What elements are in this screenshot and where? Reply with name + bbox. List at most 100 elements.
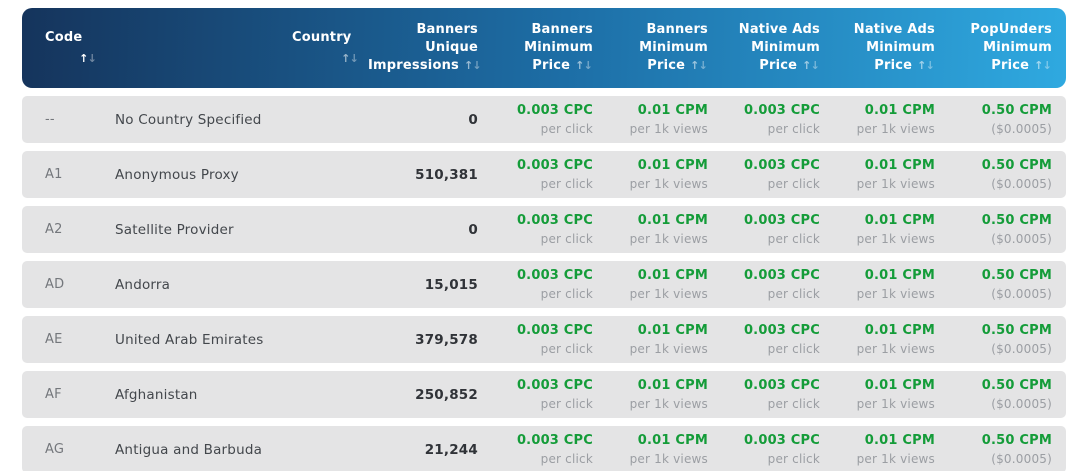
price-value: 0.01 CPM [637, 432, 708, 448]
column-header-label: Banners Minimum Price [524, 22, 593, 73]
native-cpc-cell: 0.003 CPC per click [722, 157, 834, 193]
banners-cpc-cell: 0.003 CPC per click [492, 377, 607, 413]
sort-icon: ↑↓ [1034, 59, 1052, 72]
price-value: 0.01 CPM [637, 212, 708, 228]
price-unit: per click [540, 286, 593, 301]
column-header-banners-min-price-cpc[interactable]: Banners Minimum Price ↑↓ [492, 21, 607, 75]
price-value: 0.50 CPM [981, 212, 1052, 228]
price-unit: per 1k views [856, 341, 935, 356]
table-row: AF Afghanistan 250,852 0.003 CPC per cli… [22, 371, 1066, 418]
table-header-row: Code ↑↓ Country ↑↓ Banners Unique Impres… [22, 8, 1066, 88]
price-value: 0.01 CPM [637, 267, 708, 283]
price-unit: per 1k views [856, 396, 935, 411]
column-header-native-min-price-cpm[interactable]: Native Ads Minimum Price ↑↓ [834, 21, 949, 75]
column-header-country[interactable]: Country ↑↓ [115, 29, 368, 68]
price-value: 0.003 CPC [743, 157, 820, 173]
price-unit: per click [767, 121, 820, 136]
price-value: 0.01 CPM [864, 157, 935, 173]
price-unit: per click [767, 341, 820, 356]
price-value: 0.50 CPM [981, 377, 1052, 393]
impressions-value: 250,852 [415, 386, 478, 403]
price-unit: per 1k views [856, 286, 935, 301]
country-code: A1 [45, 167, 63, 182]
native-cpc-cell: 0.003 CPC per click [722, 212, 834, 248]
price-value: 0.01 CPM [864, 267, 935, 283]
price-unit: per 1k views [629, 231, 708, 246]
price-value: 0.01 CPM [864, 102, 935, 118]
column-header-native-min-price-cpc[interactable]: Native Ads Minimum Price ↑↓ [722, 21, 834, 75]
native-cpc-cell: 0.003 CPC per click [722, 377, 834, 413]
column-header-code[interactable]: Code ↑↓ [22, 29, 115, 68]
country-name: United Arab Emirates [115, 331, 264, 348]
price-unit: per click [540, 451, 593, 466]
price-value: 0.01 CPM [864, 432, 935, 448]
country-name: Satellite Provider [115, 221, 234, 238]
sort-icon: ↑↓ [917, 59, 935, 72]
price-value: 0.50 CPM [981, 157, 1052, 173]
price-unit: per click [767, 451, 820, 466]
price-unit: per 1k views [629, 451, 708, 466]
price-unit: per click [540, 121, 593, 136]
sort-icon: ↑↓ [463, 59, 482, 72]
price-unit: per 1k views [856, 176, 935, 191]
column-header-banners-unique-impressions[interactable]: Banners Unique Impressions ↑↓ [368, 21, 492, 75]
price-value: 0.003 CPC [516, 212, 593, 228]
sort-icon: ↑↓ [690, 59, 708, 72]
price-value: 0.50 CPM [981, 322, 1052, 338]
price-unit: ($0.0005) [991, 176, 1052, 191]
price-unit: per 1k views [629, 396, 708, 411]
country-code: A2 [45, 222, 63, 237]
column-header-label: Country [292, 29, 352, 45]
country-name: Anonymous Proxy [115, 166, 239, 183]
price-unit: per click [767, 231, 820, 246]
price-unit: per click [540, 231, 593, 246]
popunders-cell: 0.50 CPM ($0.0005) [949, 377, 1066, 413]
country-pricing-table: Code ↑↓ Country ↑↓ Banners Unique Impres… [22, 8, 1066, 471]
sort-icon: ↑↓ [575, 59, 593, 72]
column-header-label: Banners Minimum Price [639, 22, 708, 73]
popunders-cell: 0.50 CPM ($0.0005) [949, 322, 1066, 358]
country-code: AG [45, 442, 65, 457]
price-value: 0.01 CPM [637, 377, 708, 393]
price-unit: ($0.0005) [991, 121, 1052, 136]
banners-cpc-cell: 0.003 CPC per click [492, 157, 607, 193]
price-unit: ($0.0005) [991, 231, 1052, 246]
table-body: -- No Country Specified 0 0.003 CPC per … [22, 96, 1066, 471]
impressions-value: 0 [468, 111, 478, 128]
price-unit: per 1k views [629, 121, 708, 136]
table-row: A1 Anonymous Proxy 510,381 0.003 CPC per… [22, 151, 1066, 198]
sort-icon: ↑↓ [802, 59, 820, 72]
impressions-value: 379,578 [415, 331, 478, 348]
price-value: 0.50 CPM [981, 102, 1052, 118]
price-value: 0.003 CPC [516, 377, 593, 393]
price-value: 0.003 CPC [516, 322, 593, 338]
price-value: 0.50 CPM [981, 432, 1052, 448]
price-value: 0.01 CPM [864, 322, 935, 338]
impressions-value: 21,244 [424, 441, 478, 458]
price-unit: ($0.0005) [991, 341, 1052, 356]
price-unit: per click [767, 176, 820, 191]
price-value: 0.01 CPM [864, 212, 935, 228]
native-cpm-cell: 0.01 CPM per 1k views [834, 322, 949, 358]
price-value: 0.003 CPC [516, 157, 593, 173]
column-header-label: Banners Unique Impressions [368, 22, 478, 73]
banners-cpm-cell: 0.01 CPM per 1k views [607, 212, 722, 248]
native-cpc-cell: 0.003 CPC per click [722, 322, 834, 358]
banners-cpc-cell: 0.003 CPC per click [492, 102, 607, 138]
price-value: 0.50 CPM [981, 267, 1052, 283]
price-value: 0.003 CPC [743, 432, 820, 448]
sort-icon: ↑↓ [341, 51, 359, 65]
column-header-banners-min-price-cpm[interactable]: Banners Minimum Price ↑↓ [607, 21, 722, 75]
banners-cpm-cell: 0.01 CPM per 1k views [607, 267, 722, 303]
column-header-label: PopUnders Minimum Price [970, 22, 1052, 73]
column-header-popunders-min-price[interactable]: PopUnders Minimum Price ↑↓ [949, 21, 1066, 75]
country-code: -- [45, 112, 55, 127]
price-unit: per click [540, 341, 593, 356]
native-cpm-cell: 0.01 CPM per 1k views [834, 432, 949, 468]
price-unit: ($0.0005) [991, 286, 1052, 301]
popunders-cell: 0.50 CPM ($0.0005) [949, 157, 1066, 193]
price-value: 0.003 CPC [743, 212, 820, 228]
banners-cpm-cell: 0.01 CPM per 1k views [607, 377, 722, 413]
sort-icon: ↑↓ [79, 51, 97, 65]
popunders-cell: 0.50 CPM ($0.0005) [949, 432, 1066, 468]
